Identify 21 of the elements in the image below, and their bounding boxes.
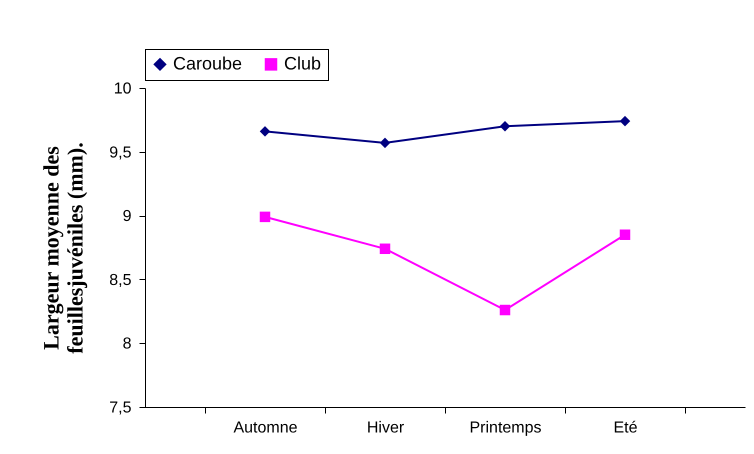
point [260,126,270,137]
point [380,244,390,254]
x-tick-label: Eté [613,420,638,436]
y-tick-label: 9,5 [109,144,132,162]
point [620,229,630,240]
point [500,304,510,316]
point [380,138,390,148]
point [500,121,510,132]
y-tick-label: 10 [114,80,132,98]
y-tick-label: 9 [122,208,132,226]
x-tick-label: Printemps [469,420,542,436]
legend-label: Caroube [173,53,242,74]
y-axis-title: Largeur moyenne des feuillesjuvéniles (mm). [38,142,88,354]
y-tick-label: 8 [122,336,132,353]
x-tick-label: Hiver [366,420,405,436]
point [620,116,630,126]
y-tick-label: 8,5 [109,272,132,289]
point [260,212,270,222]
x-tick-label: Automne [233,420,298,436]
y-tick-label: 7,5 [109,400,132,416]
legend-label: Club [284,53,322,74]
